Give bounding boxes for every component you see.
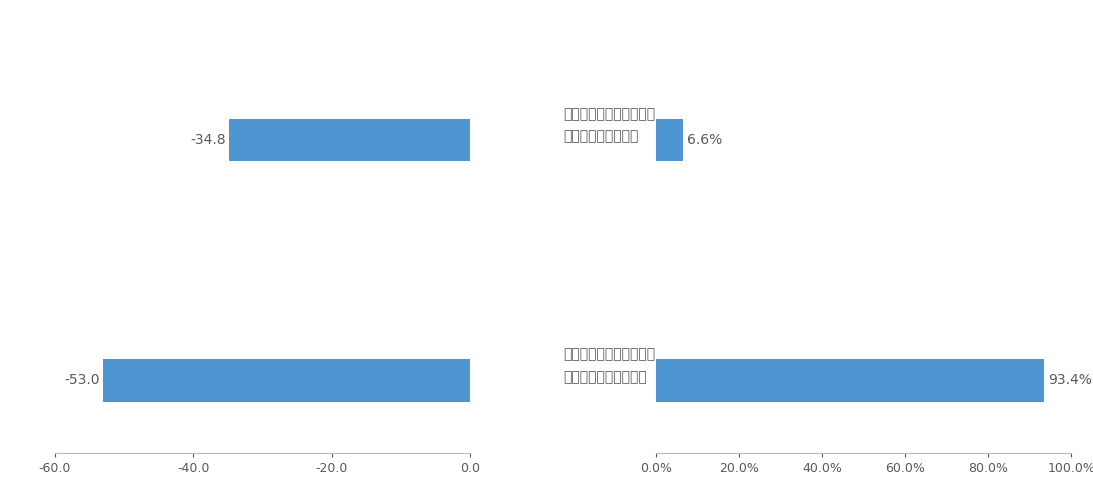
Bar [103, 360, 470, 401]
Text: -34.8: -34.8 [190, 133, 225, 147]
Bar [656, 119, 683, 161]
Bar [230, 119, 470, 161]
Bar [656, 360, 1044, 401]
Text: オンライン専用プランを
契約していない利用者: オンライン専用プランを 契約していない利用者 [563, 347, 655, 384]
Text: オンライン専用プランに
契約している利用者: オンライン専用プランに 契約している利用者 [563, 107, 655, 144]
Text: 93.4%: 93.4% [1048, 373, 1092, 388]
Text: -53.0: -53.0 [64, 373, 99, 388]
Text: 6.6%: 6.6% [687, 133, 722, 147]
